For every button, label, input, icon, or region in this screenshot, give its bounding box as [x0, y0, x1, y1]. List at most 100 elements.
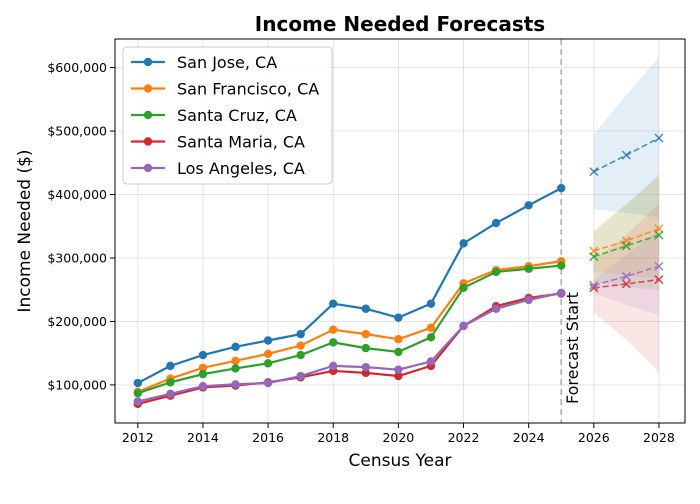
forecast-line	[593, 234, 660, 258]
series-line	[137, 264, 562, 395]
data-point	[263, 336, 273, 345]
forecast-point	[621, 271, 631, 281]
data-point	[296, 350, 305, 360]
data-point	[459, 239, 468, 248]
series-line	[137, 292, 562, 406]
forecast-point	[621, 150, 631, 160]
data-point	[329, 361, 338, 371]
forecast-line	[593, 228, 660, 252]
data-point	[361, 362, 370, 372]
confidence-band	[593, 176, 659, 279]
series-line	[137, 187, 562, 384]
data-point	[394, 313, 403, 322]
data-point	[426, 299, 436, 308]
confidence-band	[593, 230, 659, 316]
data-point	[557, 183, 566, 193]
data-point	[231, 342, 240, 352]
legend-marker	[143, 163, 153, 173]
x-axis-label: Census Year	[349, 451, 452, 471]
y-tick-label: $600,000	[47, 60, 107, 75]
y-tick-label: $100,000	[47, 377, 107, 392]
x-tick-label: 2024	[513, 430, 545, 445]
legend-label: Santa Maria, CA	[177, 133, 305, 152]
data-point	[524, 295, 533, 305]
x-tick-label: 2026	[578, 430, 610, 445]
data-point	[166, 378, 175, 387]
x-tick-label: 2016	[252, 430, 284, 445]
y-tick-label: $500,000	[47, 124, 107, 139]
forecast-point	[654, 275, 664, 285]
data-point	[296, 371, 305, 381]
data-point	[557, 261, 566, 270]
x-tick-label: 2014	[187, 430, 219, 445]
y-axis-label: Income Needed ($)	[15, 149, 35, 312]
forecast-point	[621, 241, 631, 251]
data-point	[133, 378, 142, 388]
legend-marker	[143, 110, 153, 120]
data-point	[426, 357, 436, 366]
data-point	[426, 333, 436, 342]
x-tick-label: 2012	[122, 430, 154, 445]
confidence-band	[593, 174, 659, 291]
data-point	[166, 361, 175, 371]
axes-frame	[114, 38, 686, 424]
forecast-point	[589, 167, 599, 177]
data-point	[231, 380, 240, 389]
series-line	[137, 291, 562, 403]
legend-label: San Jose, CA	[177, 53, 277, 72]
data-point	[524, 201, 533, 210]
legend-label: Los Angeles, CA	[177, 159, 305, 178]
legend-box	[122, 46, 333, 185]
legend-marker	[143, 84, 153, 93]
forecast-line	[593, 265, 660, 287]
forecast-point	[654, 261, 664, 271]
data-point	[198, 350, 208, 360]
data-point	[263, 359, 273, 368]
x-tick-label: 2018	[317, 430, 349, 445]
forecast-point	[654, 230, 664, 240]
plot-area: Forecast Start 2012 2014 2016 2018 2020 2022 20…	[47, 38, 686, 445]
x-tick-label: 2022	[448, 430, 480, 445]
series-line	[137, 260, 562, 393]
data-point	[394, 347, 403, 357]
data-point	[198, 363, 208, 372]
confidence-band	[593, 203, 659, 373]
data-point	[491, 267, 501, 277]
data-point	[361, 304, 370, 313]
legend-marker	[143, 57, 153, 67]
legend-label: San Francisco, CA	[177, 80, 319, 99]
data-point	[394, 371, 403, 381]
data-point	[263, 349, 273, 359]
y-tick-label: $400,000	[47, 187, 107, 202]
data-point	[491, 218, 501, 228]
data-point	[557, 288, 566, 298]
data-point	[524, 264, 533, 273]
legend: San Jose, CA San Francisco, CA Santa Cruz,…	[122, 46, 333, 185]
data-point	[133, 388, 142, 398]
forecast-point	[654, 133, 664, 143]
data-point	[329, 338, 338, 347]
data-point	[361, 343, 370, 353]
data-point	[329, 299, 338, 308]
forecast-point	[589, 252, 599, 262]
chart-title: Income Needed Forecasts	[255, 12, 545, 36]
legend-marker	[143, 137, 153, 146]
data-point	[426, 323, 436, 332]
data-point	[394, 335, 403, 344]
y-tick-label: $200,000	[47, 314, 107, 329]
x-tick-label: 2028	[643, 430, 675, 445]
data-point	[459, 321, 468, 331]
legend-label: Santa Cruz, CA	[177, 106, 297, 125]
y-tick-label: $300,000	[47, 250, 107, 265]
data-point	[459, 283, 468, 293]
data-point	[133, 397, 142, 406]
data-point	[361, 329, 370, 339]
data-point	[394, 365, 403, 374]
data-point	[263, 378, 273, 388]
x-tick-label: 2020	[382, 430, 414, 445]
data-point	[198, 381, 208, 391]
data-point	[198, 369, 208, 379]
forecast-point	[621, 279, 631, 289]
